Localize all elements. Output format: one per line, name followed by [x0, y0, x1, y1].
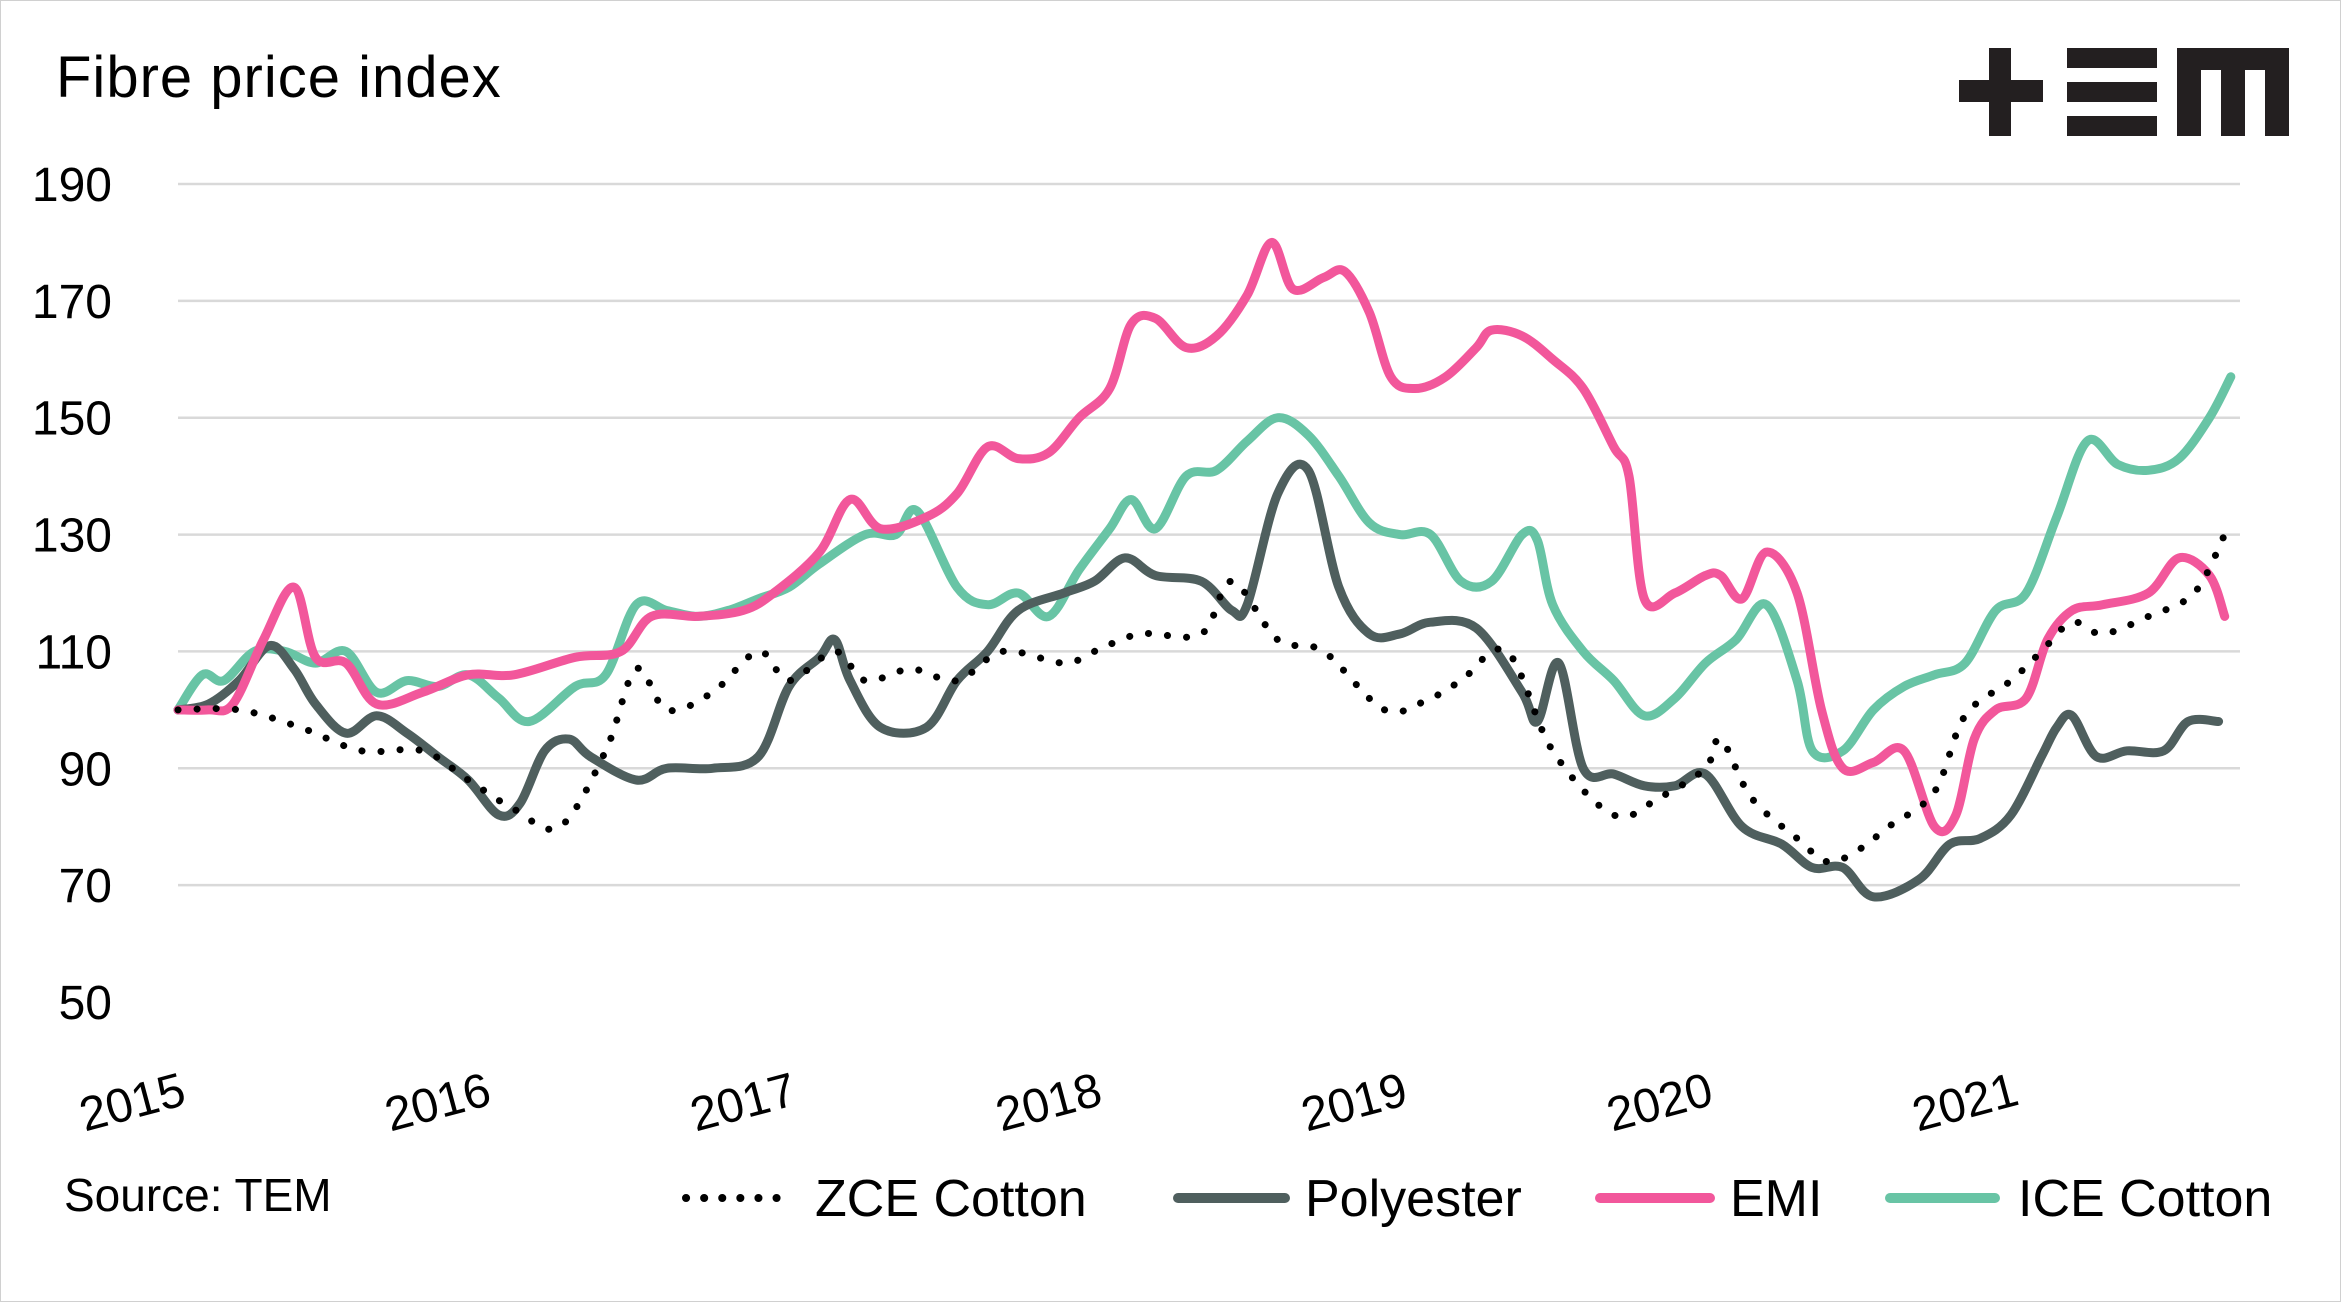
- x-tick-label: 2020: [1601, 1063, 1718, 1142]
- legend-label-ice-cotton: ICE Cotton: [2018, 1170, 2272, 1228]
- x-tick-label: 2018: [990, 1063, 1107, 1142]
- source-note: Source: TEM: [64, 1169, 332, 1221]
- x-tick-label: 2016: [379, 1063, 496, 1142]
- legend-label-zce-cotton: ZCE Cotton: [815, 1170, 1087, 1228]
- y-tick-label: 90: [59, 743, 112, 796]
- series-line-polyester: [173, 459, 2224, 902]
- y-tick-label: 50: [59, 977, 112, 1030]
- y-tick-label: 150: [32, 393, 112, 446]
- series-line-emi: [173, 237, 2230, 837]
- x-tick-label: 2015: [74, 1063, 191, 1142]
- y-tick-label: 110: [35, 626, 112, 679]
- series-line-ice-cotton: [173, 372, 2236, 763]
- legend-label-emi: EMI: [1730, 1170, 1822, 1228]
- y-tick-label: 190: [32, 159, 112, 212]
- tem-logo-icon: [1959, 48, 2289, 136]
- series-line-zce-cotton: [174, 531, 2229, 866]
- legend-label-polyester: Polyester: [1305, 1170, 1522, 1228]
- y-tick-label: 170: [32, 276, 112, 329]
- chart-title: Fibre price index: [56, 45, 502, 110]
- x-tick-label: 2021: [1907, 1063, 2024, 1142]
- x-tick-label: 2017: [685, 1063, 802, 1142]
- y-tick-label: 70: [59, 860, 112, 913]
- y-tick-label: 130: [32, 510, 112, 563]
- x-tick-label: 2019: [1296, 1063, 1413, 1142]
